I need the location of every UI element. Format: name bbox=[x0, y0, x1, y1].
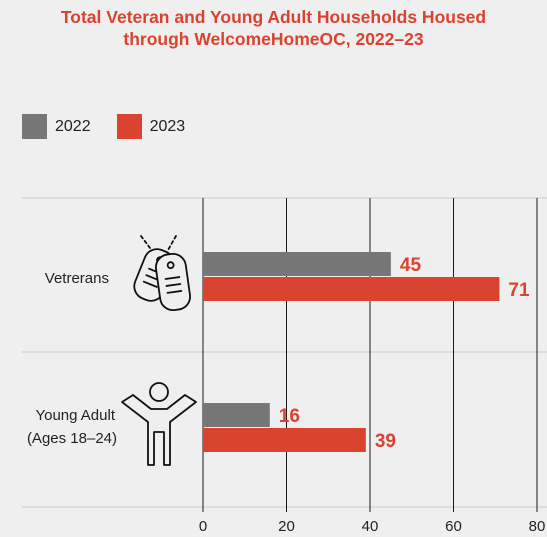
x-tick-label: 0 bbox=[199, 518, 207, 535]
x-gridlines bbox=[202, 198, 538, 512]
legend-swatch-2022 bbox=[22, 114, 47, 139]
chart-title-line-2: through WelcomeHomeOC, 2022–23 bbox=[123, 29, 424, 49]
bar-2022-veterans bbox=[203, 252, 391, 276]
x-tick-label: 40 bbox=[362, 518, 379, 535]
x-tick-labels: 0 20 40 60 80 bbox=[199, 518, 546, 535]
data-label-2023-young-adult: 39 bbox=[375, 431, 396, 452]
x-tick-label: 20 bbox=[278, 518, 295, 535]
chart-legend: 2022 2023 bbox=[22, 114, 211, 139]
category-label-young-adult-line-2: (Ages 18–24) bbox=[27, 430, 117, 447]
bar-2022-young-adult bbox=[203, 403, 270, 427]
chart-title-line-1: Total Veteran and Young Adult Households… bbox=[60, 7, 487, 27]
bars-group: 45 16 71 39 bbox=[203, 252, 530, 452]
category-label-young-adult-line-1: Young Adult bbox=[35, 407, 115, 424]
data-label-2022-veterans: 45 bbox=[400, 255, 422, 276]
dog-tags-icon bbox=[133, 235, 191, 312]
legend-item-2023: 2023 bbox=[116, 114, 186, 139]
category-label-veterans: Vetrerans bbox=[45, 270, 109, 287]
person-icon bbox=[121, 382, 197, 466]
legend-swatch-2023 bbox=[116, 114, 142, 139]
x-tick-label: 80 bbox=[529, 518, 546, 535]
bar-2023-veterans bbox=[203, 277, 500, 301]
x-tick-label: 60 bbox=[445, 518, 462, 535]
chart-title: Total Veteran and Young Adult Households… bbox=[0, 6, 547, 50]
data-label-2023-veterans: 71 bbox=[508, 280, 530, 301]
bar-2023-young-adult bbox=[203, 428, 366, 452]
legend-label-2023: 2023 bbox=[149, 117, 186, 135]
legend-label-2022: 2022 bbox=[55, 117, 91, 135]
data-label-2022-young-adult: 16 bbox=[279, 406, 300, 427]
legend-item-2022: 2022 bbox=[22, 114, 91, 139]
